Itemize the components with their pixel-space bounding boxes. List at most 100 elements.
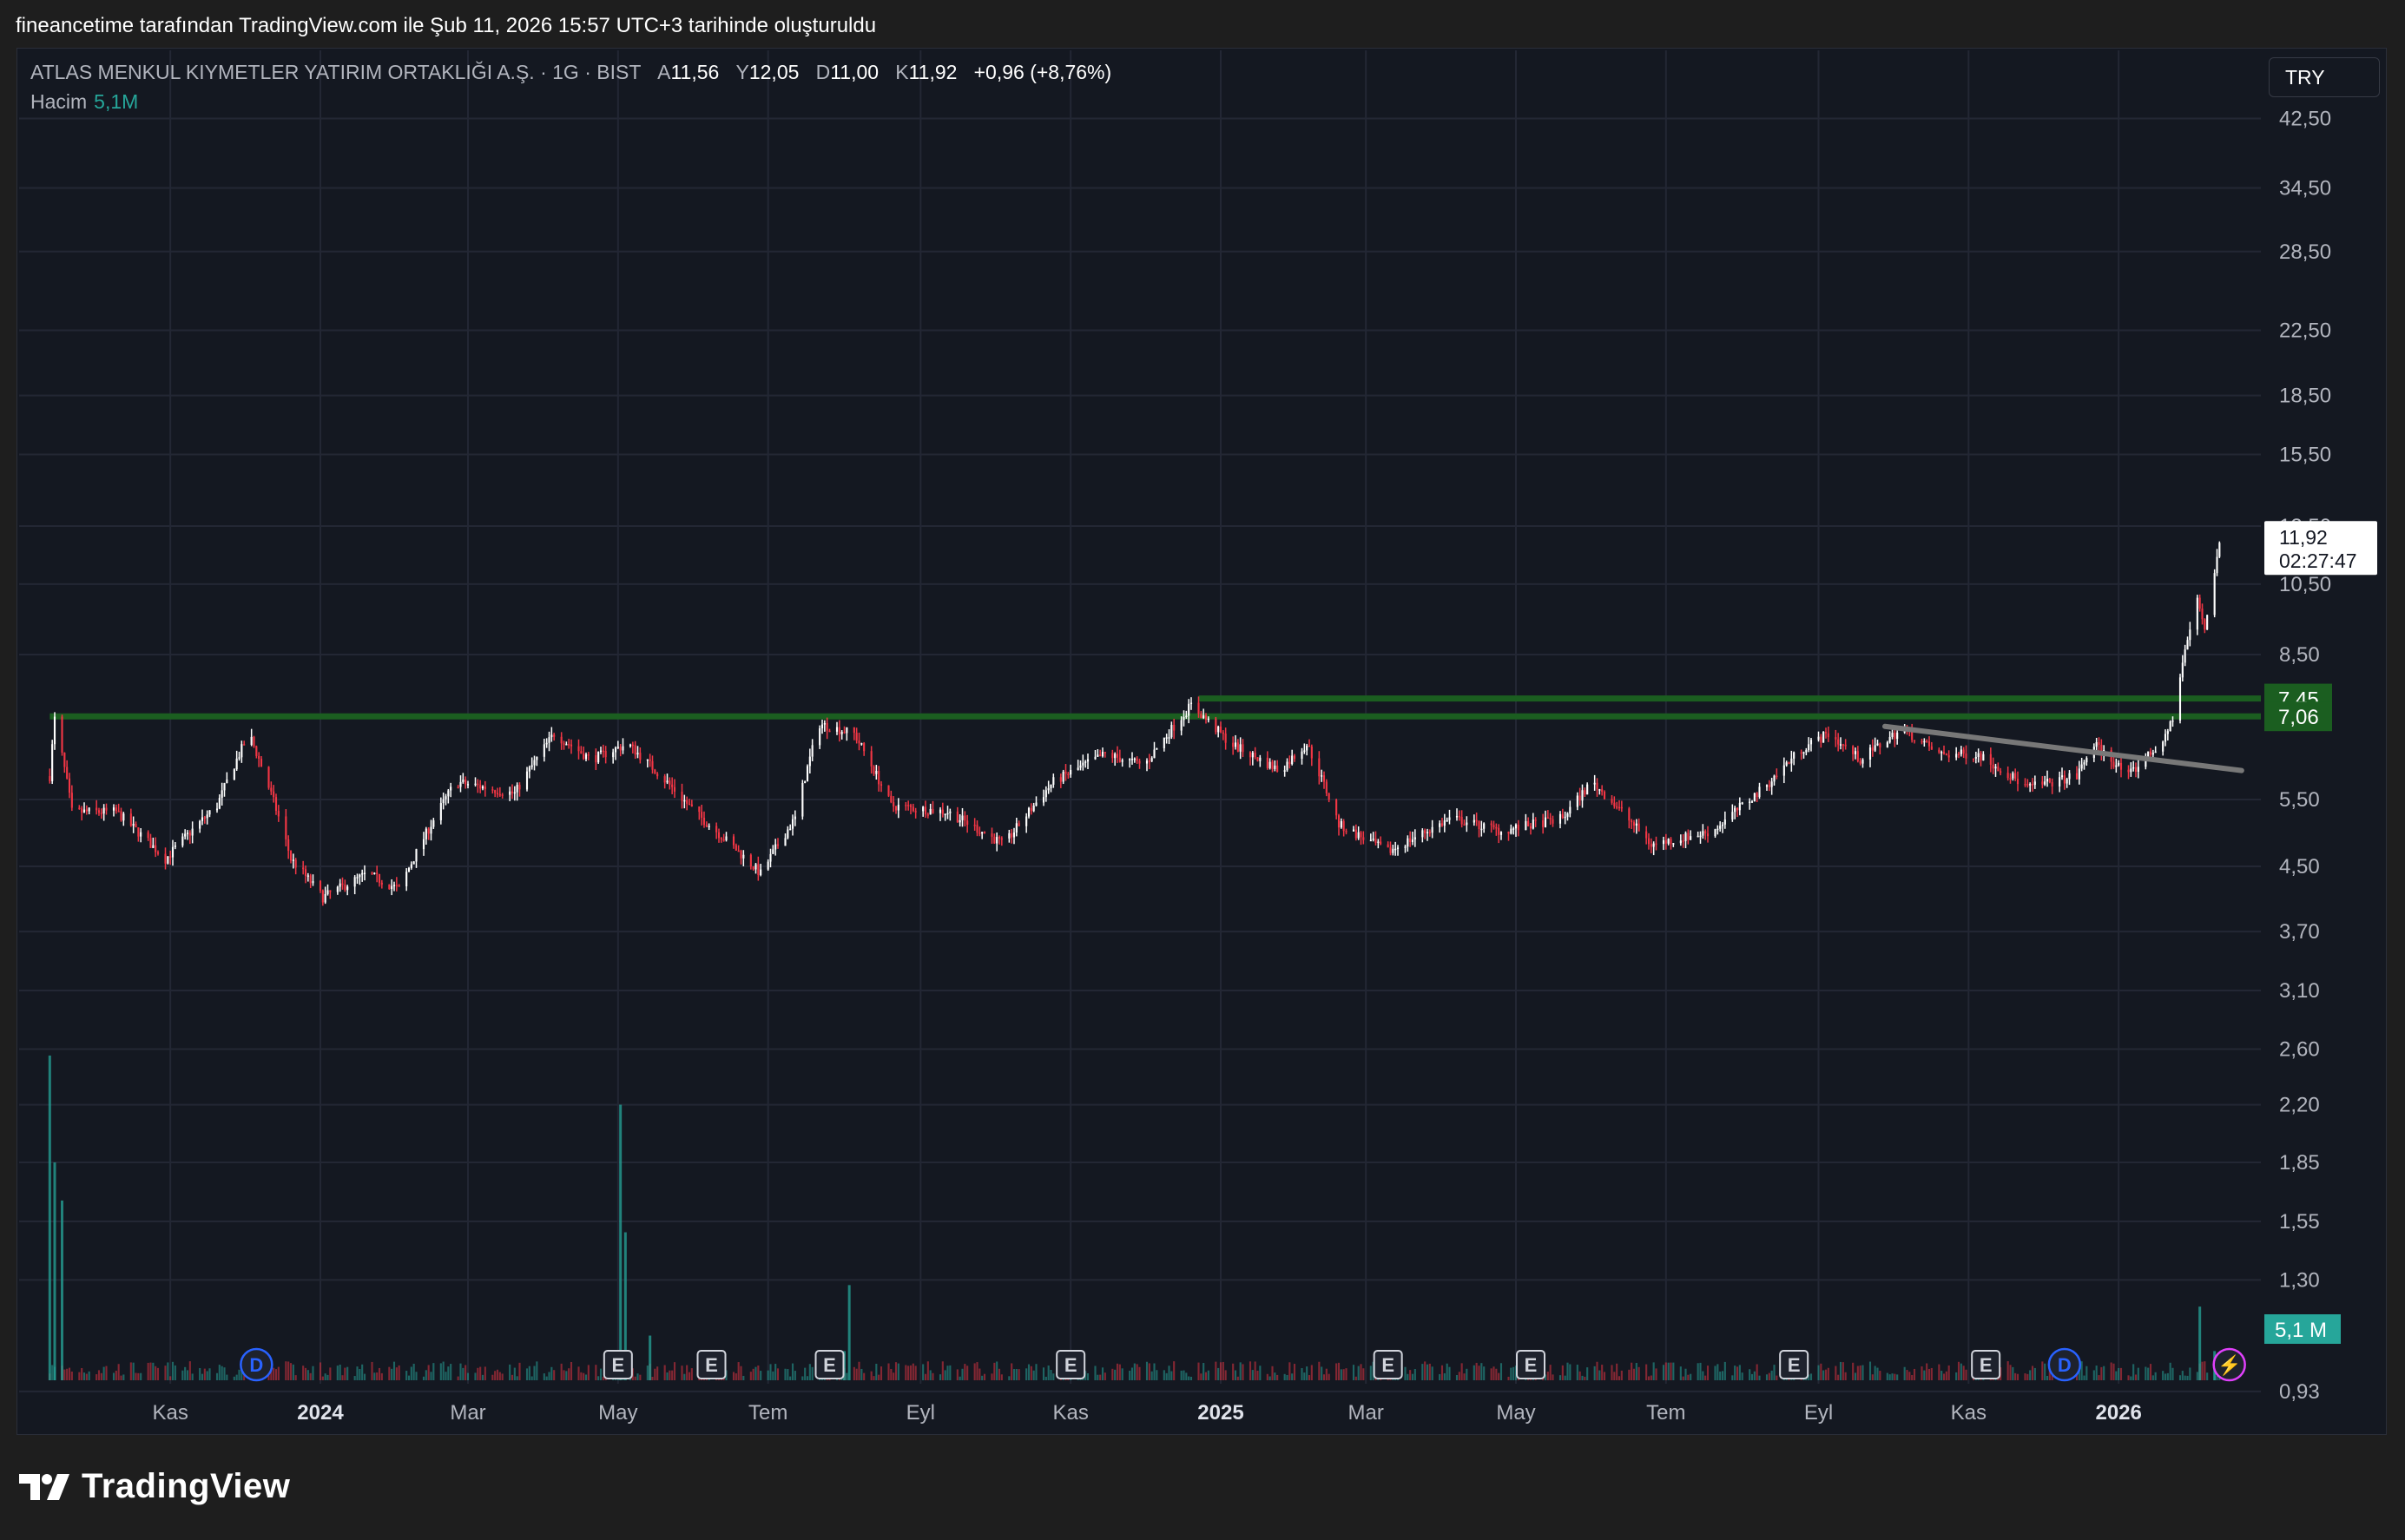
candle-body	[823, 722, 826, 725]
candle-body	[835, 727, 839, 732]
volume-bar	[1758, 1375, 1761, 1380]
footer-brand[interactable]: TradingView	[19, 1467, 290, 1506]
candle-body	[1532, 819, 1534, 829]
volume-bar	[1584, 1376, 1586, 1380]
candle-body	[498, 793, 501, 796]
candle-body	[1723, 819, 1726, 825]
candle-body	[959, 819, 961, 823]
volume-bar	[1012, 1369, 1016, 1380]
candle-body	[740, 850, 742, 859]
volume-bar	[147, 1362, 149, 1380]
volume-bar	[1042, 1367, 1045, 1380]
candle-body	[1426, 832, 1429, 833]
volume-bar	[1741, 1372, 1743, 1380]
candle-body	[398, 885, 400, 887]
candle-body	[415, 849, 418, 862]
candle-body	[1387, 844, 1389, 848]
volume-bar	[887, 1363, 890, 1380]
candle-body	[2024, 784, 2026, 786]
candle-body	[164, 853, 167, 864]
volume-bar	[1822, 1370, 1825, 1380]
volume-bar	[894, 1362, 898, 1380]
volume-bar	[1310, 1365, 1313, 1380]
currency-button[interactable]: TRY	[2269, 57, 2380, 97]
volume-bar	[1809, 1373, 1813, 1380]
volume-bar	[1861, 1365, 1864, 1380]
candle-body	[1392, 848, 1394, 853]
volume-spike	[619, 1104, 623, 1380]
volume-bar	[924, 1373, 927, 1380]
candle-body	[597, 752, 600, 763]
volume-bar	[1498, 1372, 1500, 1380]
volume-bar	[1702, 1371, 1704, 1380]
candle-body	[1204, 715, 1208, 720]
candle-body	[2132, 767, 2135, 769]
candle-body	[1111, 753, 1114, 759]
volume-bar	[1303, 1372, 1306, 1380]
candle-body	[1802, 752, 1805, 754]
volume-bar	[1903, 1366, 1906, 1380]
candle-body	[688, 803, 691, 806]
volume-bar	[1490, 1368, 1492, 1380]
candle-body	[1428, 832, 1431, 833]
candle-body	[391, 885, 393, 890]
candle-body	[1189, 702, 1193, 705]
volume-bar	[353, 1376, 356, 1380]
volume-bar	[2006, 1361, 2009, 1380]
candle-body	[536, 756, 538, 760]
volume-bar	[341, 1375, 344, 1380]
candle-body	[760, 869, 762, 876]
candle-body	[412, 861, 415, 865]
volume-bar	[112, 1372, 115, 1380]
candle-body	[1645, 831, 1648, 839]
volume-bar	[1736, 1366, 1739, 1380]
candle-body	[2059, 777, 2061, 787]
candle-body	[309, 875, 312, 884]
candle-body	[1224, 733, 1227, 743]
candle-body	[96, 807, 98, 811]
volume-bar	[1868, 1361, 1872, 1380]
volume-bar	[169, 1376, 172, 1380]
volume-bar	[1188, 1376, 1190, 1380]
volume-bar	[208, 1368, 211, 1380]
candle-body	[462, 780, 465, 782]
volume-bar	[1631, 1362, 1633, 1380]
volume-bar	[1224, 1370, 1227, 1380]
candle-body	[1507, 832, 1510, 834]
volume-bar	[1354, 1376, 1357, 1380]
candle-body	[1077, 767, 1079, 770]
volume-bar	[1923, 1370, 1926, 1380]
candle-body	[184, 833, 187, 837]
volume-bar	[1318, 1361, 1321, 1380]
volume-bar	[412, 1363, 415, 1380]
candle-body	[432, 819, 435, 827]
volume-bar	[1407, 1373, 1409, 1380]
volume-bar	[2095, 1366, 2098, 1380]
candle-body	[698, 806, 701, 813]
candle-body	[1765, 785, 1769, 787]
volume-bar	[784, 1368, 787, 1380]
candle-body	[2166, 731, 2169, 734]
candle-body	[1129, 759, 1131, 760]
candle-body	[754, 864, 757, 870]
volume-bar	[2046, 1375, 2049, 1380]
volume-bar	[1254, 1361, 1256, 1380]
volume-bar	[1731, 1375, 1734, 1380]
volume-bar	[2029, 1370, 2032, 1380]
candle-body	[496, 793, 499, 795]
volume-bar	[853, 1366, 855, 1380]
volume-bar	[445, 1372, 447, 1380]
candle-body	[1947, 754, 1950, 758]
candle-body	[1868, 747, 1872, 760]
volume-bar	[1335, 1363, 1338, 1380]
candle-body	[1431, 826, 1433, 833]
volume-bar	[1475, 1362, 1478, 1380]
candle-body	[407, 867, 411, 872]
candle-body	[253, 736, 255, 747]
volume-bar	[811, 1366, 814, 1380]
candle-body	[1478, 820, 1480, 830]
candle-body	[757, 864, 760, 876]
candle-body	[2044, 781, 2046, 785]
volume-bar	[973, 1363, 976, 1380]
